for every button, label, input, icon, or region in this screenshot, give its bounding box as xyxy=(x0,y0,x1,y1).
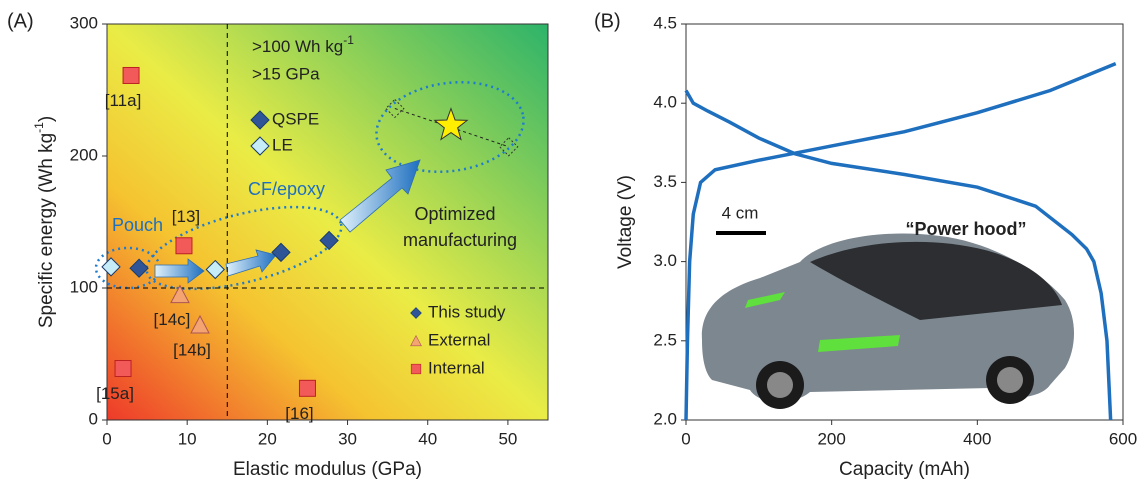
x-tick-label: 0 xyxy=(102,429,111,448)
x-tick-label: 30 xyxy=(338,429,357,448)
x-tick-label: 400 xyxy=(963,429,991,448)
y-tick-label: 4.5 xyxy=(653,13,677,32)
panel-label: (A) xyxy=(7,10,34,32)
x-tick-label: 200 xyxy=(817,429,845,448)
legend-label: This study xyxy=(428,302,506,321)
y-tick-label: 2.5 xyxy=(653,330,677,349)
annotation-sup: -1 xyxy=(343,33,354,47)
y-tick-label: 0 xyxy=(89,409,98,428)
y-tick-label: 300 xyxy=(70,13,98,32)
marker-square xyxy=(123,67,139,83)
x-tick-label: 40 xyxy=(418,429,437,448)
point-label: [16] xyxy=(285,404,313,423)
point-label: [14c] xyxy=(154,310,191,329)
annotation-text: >100 Wh kg xyxy=(252,37,343,56)
x-tick-label: 20 xyxy=(258,429,277,448)
point-label: [15a] xyxy=(96,384,134,403)
x-tick-label: 600 xyxy=(1109,429,1137,448)
x-tick-label: 10 xyxy=(178,429,197,448)
legend-label: QSPE xyxy=(272,109,319,128)
car-rim xyxy=(997,367,1023,393)
annotation: manufacturing xyxy=(403,230,517,250)
x-tick-label: 50 xyxy=(498,429,517,448)
annotation: Pouch xyxy=(112,215,163,235)
marker-square xyxy=(299,380,315,396)
marker-square xyxy=(115,361,131,377)
y-axis-title-sup: -1 xyxy=(32,122,46,133)
annotation: “Power hood” xyxy=(906,219,1027,239)
y-tick-label: 200 xyxy=(70,145,98,164)
y-axis-title: Specific energy (Wh kg-1) xyxy=(32,116,57,328)
legend-label: LE xyxy=(272,135,293,154)
panel-label: (B) xyxy=(594,10,621,32)
annotation: 4 cm xyxy=(722,203,759,222)
x-tick-label: 0 xyxy=(681,429,690,448)
car-rim xyxy=(767,372,793,398)
car-photo xyxy=(702,234,1074,409)
y-tick-label: 100 xyxy=(70,277,98,296)
point-label: [14b] xyxy=(173,340,211,359)
y-tick-label: 2.0 xyxy=(653,409,677,428)
legend-label: External xyxy=(428,330,490,349)
y-axis-title-text: Specific energy (Wh kg xyxy=(36,133,57,328)
point-label: [11a] xyxy=(105,91,142,110)
y-tick-label: 4.0 xyxy=(653,93,677,112)
y-axis-title-text: Voltage (V) xyxy=(615,175,636,269)
y-tick-label: 3.5 xyxy=(653,172,677,191)
x-axis-title: Capacity (mAh) xyxy=(839,459,970,480)
annotation: >15 GPa xyxy=(252,64,320,83)
y-axis-title: Voltage (V) xyxy=(615,175,636,269)
y-tick-label: 3.0 xyxy=(653,251,677,270)
x-axis-title: Elastic modulus (GPa) xyxy=(233,459,422,480)
marker-square xyxy=(176,238,192,254)
figure: 0 10 20 30 40 50 0 100 200 300 Elastic modulus (GP… xyxy=(0,0,1143,487)
annotation: Optimized xyxy=(414,204,495,224)
marker-square xyxy=(411,364,421,374)
annotation: >100 Wh kg-1 xyxy=(252,33,354,56)
legend-label: Internal xyxy=(428,358,485,377)
point-label: [13] xyxy=(172,207,200,226)
y-axis-title-end: ) xyxy=(36,116,57,122)
annotation: CF/epoxy xyxy=(248,179,325,199)
